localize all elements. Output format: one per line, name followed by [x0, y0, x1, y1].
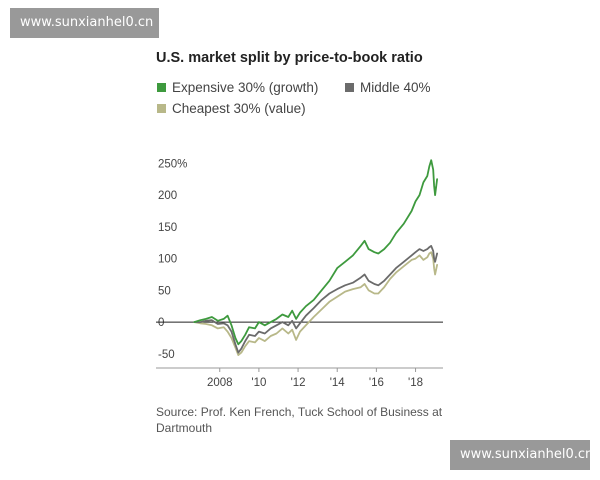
legend-item-value: Cheapest 30% (value) — [157, 101, 306, 116]
legend-label-value: Cheapest 30% (value) — [172, 101, 306, 116]
series-line-middle — [193, 244, 439, 354]
legend-swatch-growth — [157, 83, 166, 92]
x-tick-label: '18 — [408, 377, 423, 389]
y-tick-label: 150 — [158, 222, 177, 234]
y-tick-label: -50 — [158, 349, 175, 361]
legend-swatch-value — [157, 104, 166, 113]
x-tick-label: '10 — [251, 377, 266, 389]
y-tick-label: 100 — [158, 254, 177, 266]
watermark-bottom: www.sunxianhel0.cn — [450, 440, 593, 470]
legend-label-middle: Middle 40% — [360, 80, 431, 95]
x-tick-label: '12 — [291, 377, 306, 389]
x-tick-label: 2008 — [207, 377, 233, 389]
source-note: Source: Prof. Ken French, Tuck School of… — [156, 405, 443, 435]
x-tick-label: '16 — [369, 377, 384, 389]
legend-item-growth: Expensive 30% (growth) — [157, 80, 318, 95]
watermark-top: www.sunxianhel0.cn — [10, 8, 159, 38]
x-tick-label: '14 — [330, 377, 346, 389]
series-line-growth — [193, 159, 439, 346]
y-tick-label: 250% — [158, 158, 187, 170]
chart-title: U.S. market split by price-to-book ratio — [156, 50, 423, 66]
legend-label-growth: Expensive 30% (growth) — [172, 80, 319, 95]
y-tick-label: 50 — [158, 285, 171, 297]
series-line-value — [193, 251, 439, 357]
legend-swatch-middle — [345, 83, 354, 92]
y-tick-label: 200 — [158, 190, 177, 202]
y-tick-label: 0 — [158, 317, 164, 329]
legend-item-middle: Middle 40% — [345, 80, 431, 95]
